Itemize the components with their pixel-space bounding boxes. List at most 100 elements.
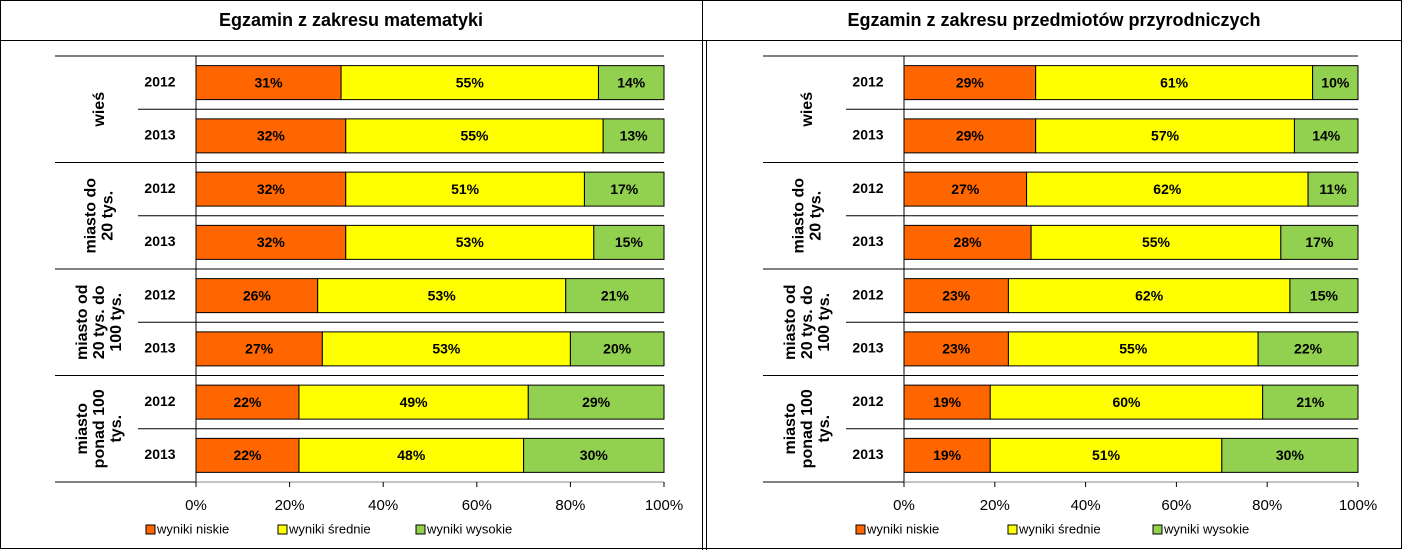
bar-segment (1307, 171, 1359, 207)
bar-segment (565, 278, 665, 314)
y-tick-label: 2012 (852, 393, 883, 409)
group-label: miasto od20 tys. do100 tys. (74, 284, 125, 360)
value-label: 23% (942, 287, 971, 303)
value-label: 32% (257, 234, 286, 250)
y-tick-label: 2013 (852, 340, 883, 356)
legend-label: wyniki niskie (866, 521, 939, 536)
bar-segment (298, 437, 525, 473)
bar-segment (597, 65, 665, 101)
legend-swatch (1007, 524, 1018, 535)
value-label: 22% (233, 394, 262, 410)
value-label: 30% (1276, 447, 1305, 463)
x-tick-label: 0% (185, 497, 207, 514)
group-label-line: ponad 100 (91, 389, 108, 468)
x-tick-label: 20% (980, 497, 1010, 514)
value-label: 15% (1310, 287, 1339, 303)
x-tick-label: 0% (893, 497, 915, 514)
y-tick-label: 2013 (144, 233, 175, 249)
y-tick-label: 2013 (852, 127, 883, 143)
value-label: 23% (942, 341, 971, 357)
bar-segment (569, 331, 665, 367)
legend-swatch (145, 524, 156, 535)
y-tick-label: 2012 (144, 286, 175, 302)
group-label-line: 100 tys. (816, 293, 833, 352)
bar-segment (1035, 118, 1295, 154)
group-label: miasto do20 tys. (83, 178, 117, 254)
bar-segment (903, 118, 1037, 154)
value-label: 53% (428, 287, 457, 303)
legend-label: wyniki średnie (1018, 521, 1101, 536)
group-label: miastoponad 100tys. (74, 389, 125, 468)
bar-segment (523, 437, 665, 473)
x-tick-label: 60% (462, 497, 492, 514)
y-tick-label: 2012 (852, 73, 883, 89)
y-tick-label: 2012 (852, 286, 883, 302)
group-label-line: wieś (799, 92, 816, 128)
group-label: miasto do20 tys. (791, 178, 825, 254)
value-label: 51% (451, 181, 480, 197)
group-label: wieś (91, 92, 108, 128)
bar-segment (321, 331, 571, 367)
y-tick-label: 2012 (144, 180, 175, 196)
value-label: 26% (243, 287, 272, 303)
group-label: miasto od20 tys. do100 tys. (782, 284, 833, 360)
value-label: 32% (257, 128, 286, 144)
legend-swatch (415, 524, 426, 535)
legend-swatch (277, 524, 288, 535)
bar-segment (527, 384, 665, 420)
bar-segment (989, 384, 1264, 420)
value-label: 51% (1092, 447, 1121, 463)
bar-segment (195, 118, 347, 154)
bar-segment (345, 118, 604, 154)
chart-title: Egzamin z zakresu przedmiotów przyrodnic… (847, 10, 1260, 30)
group-label-line: tys. (108, 415, 125, 443)
x-tick-label: 100% (645, 497, 683, 514)
value-label: 62% (1135, 287, 1164, 303)
value-label: 10% (1321, 74, 1350, 90)
value-label: 62% (1153, 181, 1182, 197)
value-label: 55% (460, 128, 489, 144)
x-tick-label: 40% (1071, 497, 1101, 514)
y-tick-label: 2013 (144, 446, 175, 462)
bar-segment (903, 384, 991, 420)
bar-segment (1280, 224, 1359, 260)
value-label: 21% (601, 287, 630, 303)
y-tick-label: 2012 (852, 180, 883, 196)
bar-segment (1262, 384, 1359, 420)
group-label-line: 20 tys. do (799, 285, 816, 359)
value-label: 30% (580, 447, 609, 463)
y-tick-label: 2012 (144, 73, 175, 89)
legend-label: wyniki średnie (288, 521, 371, 536)
bar-segment (298, 384, 529, 420)
bar-segment (903, 171, 1028, 207)
group-label-line: wieś (91, 92, 108, 128)
x-tick-label: 40% (368, 497, 398, 514)
value-label: 48% (397, 447, 426, 463)
legend-label: wyniki niskie (156, 521, 229, 536)
bar-segment (195, 437, 300, 473)
bar-segment (1312, 65, 1359, 101)
value-label: 17% (1305, 234, 1334, 250)
value-label: 27% (245, 341, 274, 357)
value-label: 13% (620, 128, 649, 144)
value-label: 15% (615, 234, 644, 250)
value-label: 53% (456, 234, 485, 250)
group-label-line: miasto od (74, 284, 91, 360)
bar-segment (1257, 331, 1359, 367)
value-label: 55% (1142, 234, 1171, 250)
bar-segment (195, 331, 323, 367)
x-tick-label: 100% (1339, 497, 1377, 514)
bar-segment (602, 118, 665, 154)
legend-swatch (1152, 524, 1163, 535)
group-label-line: miasto (782, 403, 799, 455)
value-label: 57% (1151, 128, 1180, 144)
value-label: 19% (933, 447, 962, 463)
chart-title: Egzamin z zakresu matematyki (219, 10, 483, 30)
value-label: 32% (257, 181, 286, 197)
value-label: 60% (1112, 394, 1141, 410)
group-label-line: miasto do (791, 178, 808, 254)
legend-label: wyniki wysokie (1163, 521, 1249, 536)
x-tick-label: 20% (275, 497, 305, 514)
value-label: 17% (610, 181, 639, 197)
